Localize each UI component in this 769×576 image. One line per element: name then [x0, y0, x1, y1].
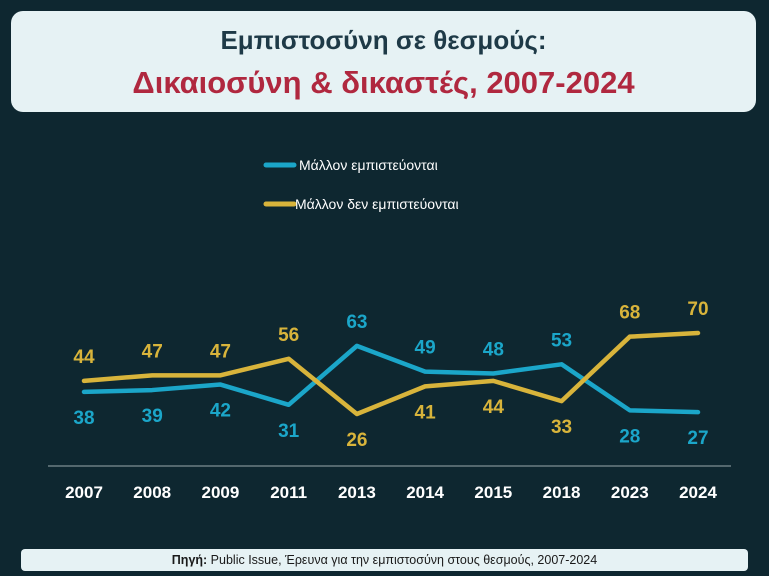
data-label: 38	[73, 408, 94, 429]
chart-subtitle: Δικαιοσύνη & δικαστές, 2007-2024	[132, 65, 635, 100]
data-label: 33	[551, 417, 572, 438]
x-tick-label: 2018	[543, 483, 581, 502]
x-tick-label: 2014	[406, 483, 444, 502]
data-label: 48	[483, 340, 504, 361]
data-label: 47	[210, 341, 231, 362]
x-tick-label: 2007	[65, 483, 103, 502]
source-text: Public Issue, Έρευνα για την εμπιστοσύνη…	[207, 553, 598, 567]
data-label: 26	[346, 430, 367, 451]
data-label: 70	[687, 299, 708, 320]
data-label: 44	[483, 397, 505, 418]
x-tick-label: 2009	[202, 483, 240, 502]
series-line	[81, 330, 701, 417]
data-label: 53	[551, 330, 572, 351]
data-labels: 38 39 42 31 63 49 48 53 28 27 44 47 47 56 26 41 44 33 68 70	[73, 299, 708, 451]
data-label: 63	[346, 312, 367, 333]
x-tick-label: 2011	[270, 483, 307, 502]
legend: Μάλλον εμπιστεύονται Μάλλον δεν εμπιστεύο…	[263, 157, 459, 212]
legend-label: Μάλλον δεν εμπιστεύονται	[295, 196, 459, 212]
data-label: 27	[687, 428, 708, 449]
data-label: 68	[619, 303, 640, 324]
series-line	[81, 343, 701, 415]
data-label: 39	[142, 406, 163, 427]
source-note: Πηγή: Public Issue, Έρευνα για την εμπισ…	[21, 549, 748, 571]
x-tick-label: 2024	[679, 483, 717, 502]
data-label: 41	[415, 402, 437, 423]
data-label: 49	[415, 338, 436, 359]
data-label: 42	[210, 401, 231, 422]
data-label: 28	[619, 426, 640, 447]
x-tick-label: 2023	[611, 483, 649, 502]
data-label: 31	[278, 421, 300, 442]
x-axis-ticks: 2007 2008 2009 2011 2013 2014 2015 2018 2023 2024	[65, 483, 717, 502]
title-box: Εμπιστοσύνη σε θεσμούς: Δικαιοσύνη & δικ…	[11, 11, 756, 112]
chart-title: Εμπιστοσύνη σε θεσμούς:	[220, 25, 547, 55]
source-label: Πηγή:	[171, 553, 208, 567]
x-tick-label: 2008	[133, 483, 171, 502]
legend-label: Μάλλον εμπιστεύονται	[299, 157, 438, 173]
data-label: 47	[142, 341, 163, 362]
data-label: 56	[278, 325, 299, 346]
x-tick-label: 2013	[338, 483, 376, 502]
data-label: 44	[73, 347, 95, 368]
series-lines	[81, 330, 701, 417]
x-tick-label: 2015	[474, 483, 512, 502]
